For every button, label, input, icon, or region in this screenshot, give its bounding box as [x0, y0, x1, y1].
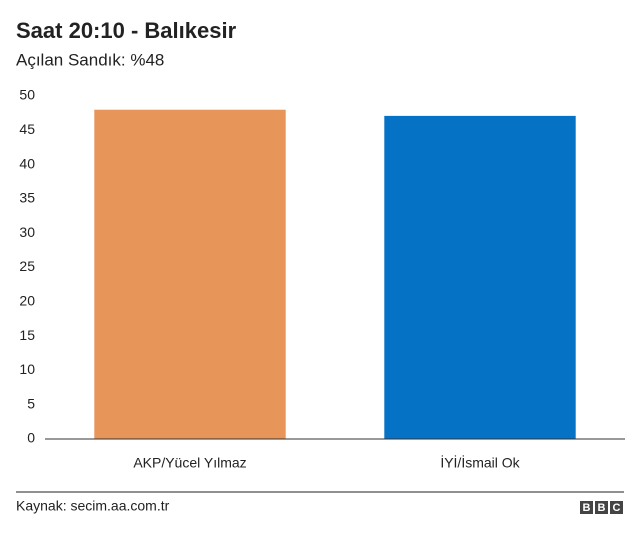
x-tick-label: İYİ/İsmail Ok [440, 454, 520, 471]
bar [94, 109, 286, 439]
logo-letter: B [598, 502, 606, 514]
y-tick-label: 15 [19, 327, 35, 343]
logo-letter: B [583, 502, 591, 514]
y-tick-label: 0 [27, 430, 35, 446]
y-tick-label: 5 [27, 395, 35, 411]
chart-subtitle: Açılan Sandık: %48 [16, 50, 164, 69]
x-tick-label: AKP/Yücel Yılmaz [133, 455, 246, 471]
logo-box [580, 501, 593, 514]
y-tick-label: 20 [19, 293, 35, 309]
bar [384, 115, 576, 440]
chart-title: Saat 20:10 - Balıkesir [16, 18, 237, 43]
logo-box [595, 501, 608, 514]
y-tick-label: 50 [19, 87, 35, 103]
y-tick-label: 30 [19, 224, 35, 240]
y-tick-label: 35 [19, 190, 35, 206]
y-tick-label: 45 [19, 121, 35, 137]
y-tick-label: 40 [19, 155, 35, 171]
logo-letter: C [613, 502, 621, 514]
logo-box [610, 501, 623, 514]
source: Kaynak: secim.aa.com.tr [16, 498, 170, 514]
y-tick-label: 25 [19, 258, 35, 274]
y-tick-label: 10 [19, 361, 35, 377]
